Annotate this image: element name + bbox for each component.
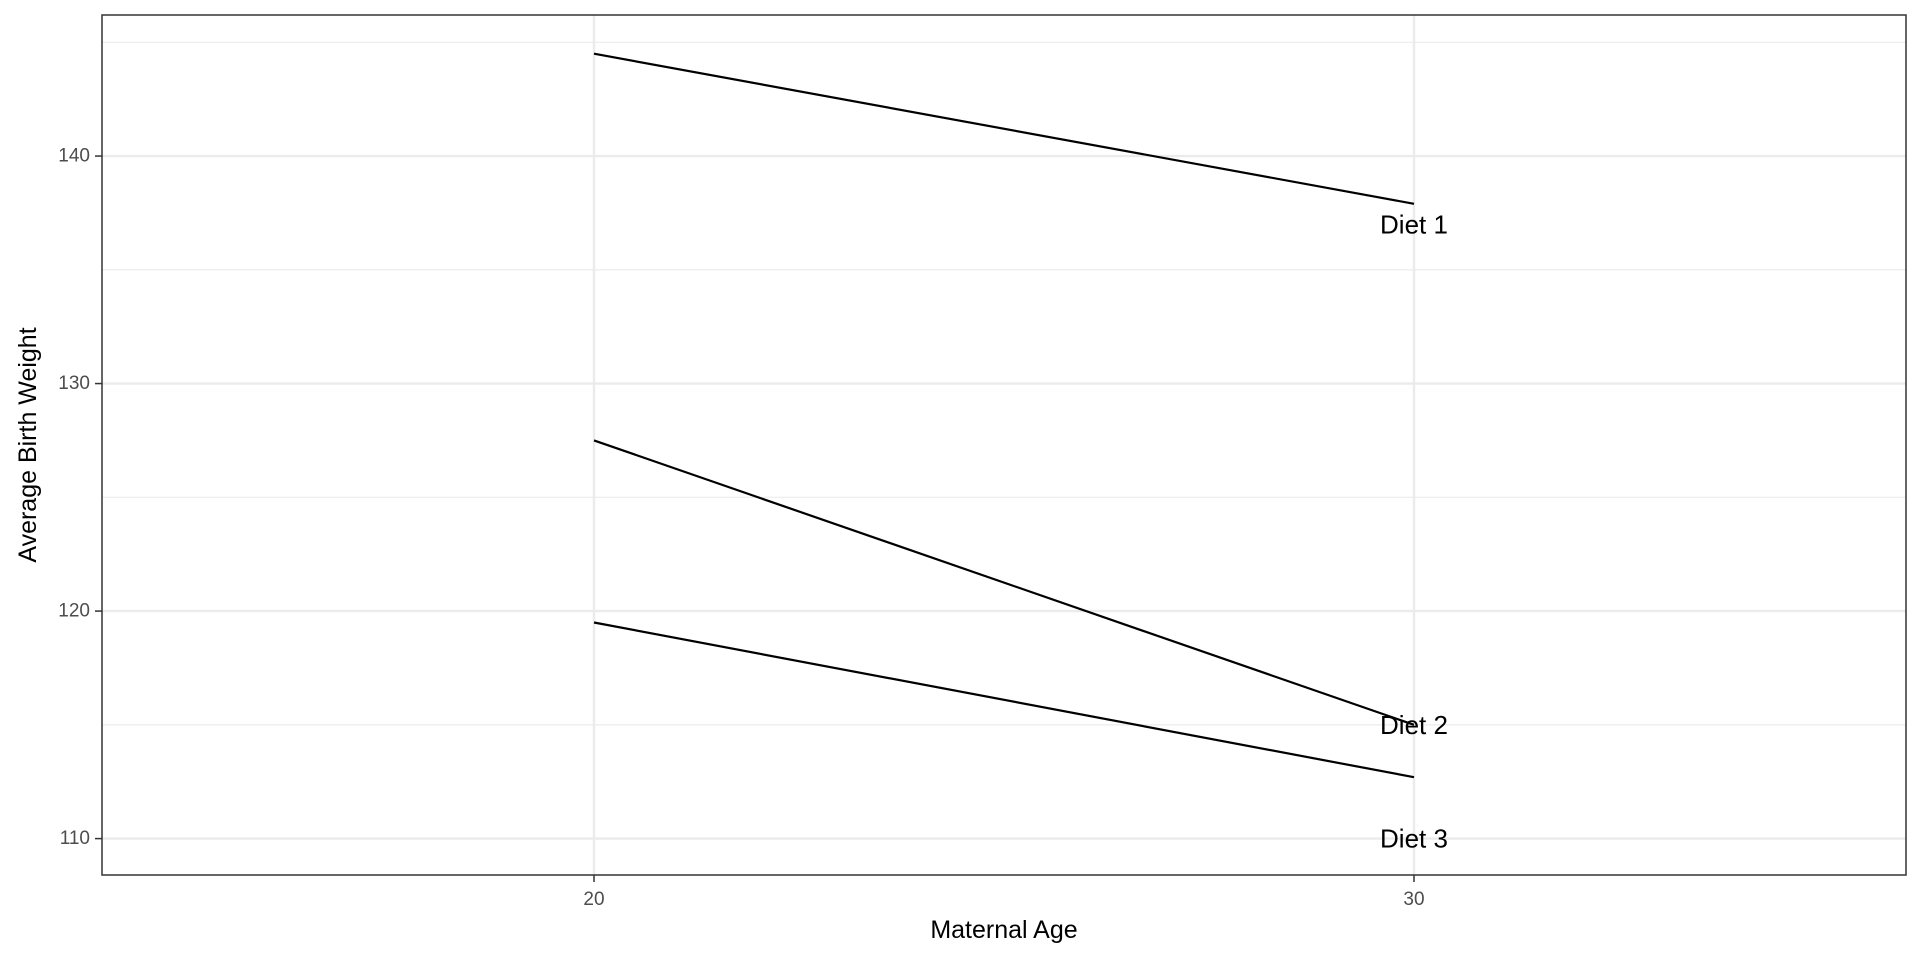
y-tick-label: 120 (58, 601, 90, 622)
y-axis-ticks: 110 120 130 140 (58, 146, 102, 849)
x-axis-ticks: 20 30 (583, 875, 1425, 910)
y-tick-label: 130 (58, 373, 90, 394)
series-line-diet-2 (593, 439, 1415, 726)
series-line-diet-3 (593, 621, 1415, 779)
series-line-diet-1 (593, 52, 1415, 205)
major-gridlines (102, 15, 1906, 875)
series-label-diet-3: Diet 3 (1380, 824, 1448, 854)
x-tick-label: 30 (1403, 889, 1424, 910)
minor-gridlines (102, 41, 1906, 726)
x-tick-label: 20 (583, 889, 604, 910)
series-lines (593, 52, 1415, 779)
series-label-diet-1: Diet 1 (1380, 209, 1448, 239)
y-axis-title: Average Birth Weight (14, 327, 42, 562)
y-tick-label: 110 (60, 828, 90, 849)
y-tick-label: 140 (58, 146, 90, 167)
x-axis-title: Maternal Age (930, 916, 1077, 944)
series-labels: Diet 1 Diet 2 Diet 3 (1380, 209, 1448, 853)
series-label-diet-2: Diet 2 (1380, 710, 1448, 740)
plot-panel-border (101, 14, 1907, 876)
